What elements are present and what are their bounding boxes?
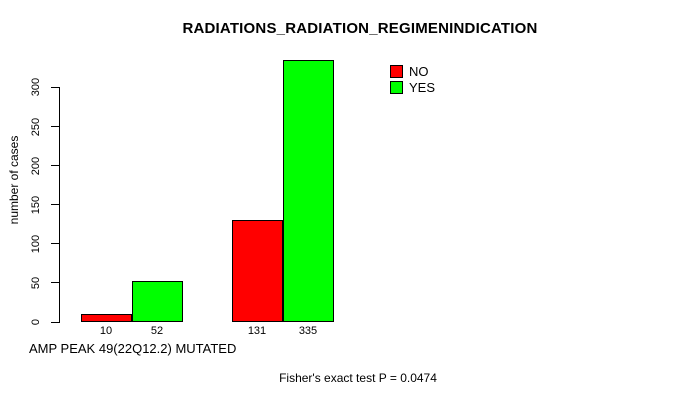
y-tick xyxy=(51,126,59,127)
bar-value-label: 335 xyxy=(298,325,318,337)
legend-label: YES xyxy=(409,79,436,95)
y-tick-label: 300 xyxy=(30,78,42,97)
bar xyxy=(132,281,183,322)
bar-value-label: 131 xyxy=(247,325,267,337)
y-tick-label: 150 xyxy=(30,195,42,214)
y-axis-line xyxy=(59,87,60,323)
y-tick xyxy=(51,165,59,167)
y-tick-label: 0 xyxy=(30,318,42,326)
legend-label: NO xyxy=(409,64,429,79)
y-axis-label: number of cases xyxy=(7,135,21,225)
y-tick xyxy=(51,321,59,323)
y-tick xyxy=(51,204,59,206)
y-tick xyxy=(51,282,59,284)
bar-value-label: 10 xyxy=(99,325,113,337)
y-tick-label: 200 xyxy=(30,156,42,175)
y-tick-label: 50 xyxy=(30,276,42,290)
y-tick xyxy=(51,243,59,245)
footnote-text: Fisher's exact test P = 0.0474 xyxy=(279,371,437,385)
bar xyxy=(232,219,283,322)
y-tick-label: 100 xyxy=(30,234,42,253)
x-axis-label: AMP PEAK 49(22Q12.2) MUTATED xyxy=(29,341,237,356)
bar-value-label: 52 xyxy=(150,325,164,337)
bar xyxy=(81,314,132,322)
bar xyxy=(283,60,334,322)
legend-swatch xyxy=(390,65,403,78)
legend-swatch xyxy=(390,80,403,94)
y-tick xyxy=(51,86,59,88)
chart-title: RADIATIONS_RADIATION_REGIMENINDICATION xyxy=(182,20,538,37)
y-tick-label: 250 xyxy=(30,117,42,136)
